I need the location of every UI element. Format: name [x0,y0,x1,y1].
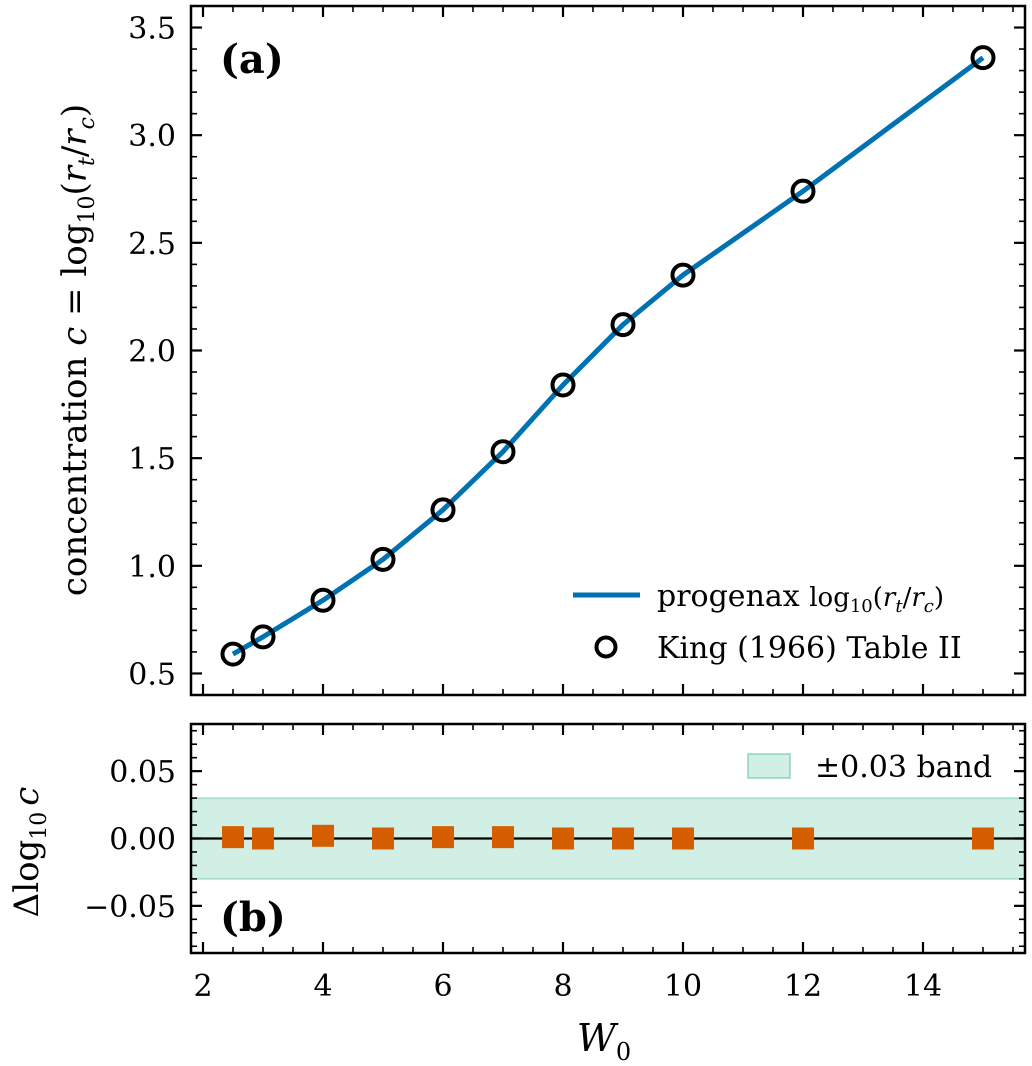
legend-king-label: King (1966) Table II [657,631,962,666]
panel-b-legend: ±0.03 band [747,750,992,785]
panel-a-y-tick-labels: 0.5 1.0 1.5 2.0 2.5 3.0 3.5 [128,12,176,693]
legend-band-label: ±0.03 band [815,750,992,785]
panel-a-y-axis-label: concentration c = log10(rt/rc) [55,104,100,596]
x-axis-label: W0 [577,1016,631,1066]
x-tick-label: 12 [784,969,822,1004]
residual-point [252,827,274,850]
progenax-line [231,55,985,657]
x-tick-label: 8 [553,969,572,1004]
panel-b-label: (b) [220,894,286,941]
panel-a-label: (a) [220,36,284,83]
y-tick-label: 2.0 [128,335,176,370]
panel-a: 0.5 1.0 1.5 2.0 2.5 3.0 3.5 (a) concentration … [55,4,1027,697]
king-data-point [970,45,996,71]
panel-a-plot-area [220,45,996,667]
x-tick-label: 6 [433,969,452,1004]
king-data-point [790,178,816,204]
panel-b-y-tick-labels: −0.05 0.00 0.05 [84,755,176,925]
y-tick-label: 0.5 [128,657,176,692]
residual-point [792,827,814,850]
x-tick-label: 4 [313,969,332,1004]
panel-a-legend: progenax log10(rt/rc) King (1966) Table … [573,579,962,666]
x-tick-labels: 2 4 6 8 10 12 14 [193,969,942,1004]
legend-band-swatch [747,753,791,779]
king-data-point [670,262,696,288]
panel-b: −0.05 0.00 0.05 2 4 6 8 10 12 14 (b) Δlog10c ±0.… [7,722,1027,1066]
x-tick-label: 2 [193,969,212,1004]
legend-progenax-label: progenax log10(rt/rc) [657,579,944,617]
panel-b-ticks [191,724,1025,953]
king-data-point [310,587,336,613]
residual-point [972,827,994,850]
residual-point [552,827,574,850]
legend-circle-swatch [594,635,618,659]
king-data-point [370,546,396,572]
residual-point [612,827,634,850]
residual-point [672,827,694,850]
residual-point [492,826,514,849]
y-tick-label: 3.0 [128,119,176,154]
panel-b-plot-area [190,797,1026,880]
y-tick-label: 3.5 [128,12,176,47]
residual-point [312,824,334,847]
residual-point [372,827,394,850]
panel-a-ticks [191,6,1025,695]
y-tick-label: 0.00 [109,823,176,858]
y-tick-label: −0.05 [84,890,176,925]
x-tick-label: 14 [904,969,942,1004]
y-tick-label: 2.5 [128,227,176,262]
king-data-point [250,624,276,650]
y-tick-label: 1.5 [128,442,176,477]
king-data-point [430,497,456,523]
y-tick-label: 0.05 [109,755,176,790]
king-data-point [550,372,576,398]
x-tick-label: 10 [664,969,702,1004]
panel-b-y-axis-label: Δlog10c [7,787,52,918]
residual-point [222,826,244,849]
y-tick-label: 1.0 [128,550,176,585]
king-data-point [490,439,516,465]
residual-point [432,826,454,849]
king-data-point [220,641,246,667]
king-data-point [610,312,636,338]
